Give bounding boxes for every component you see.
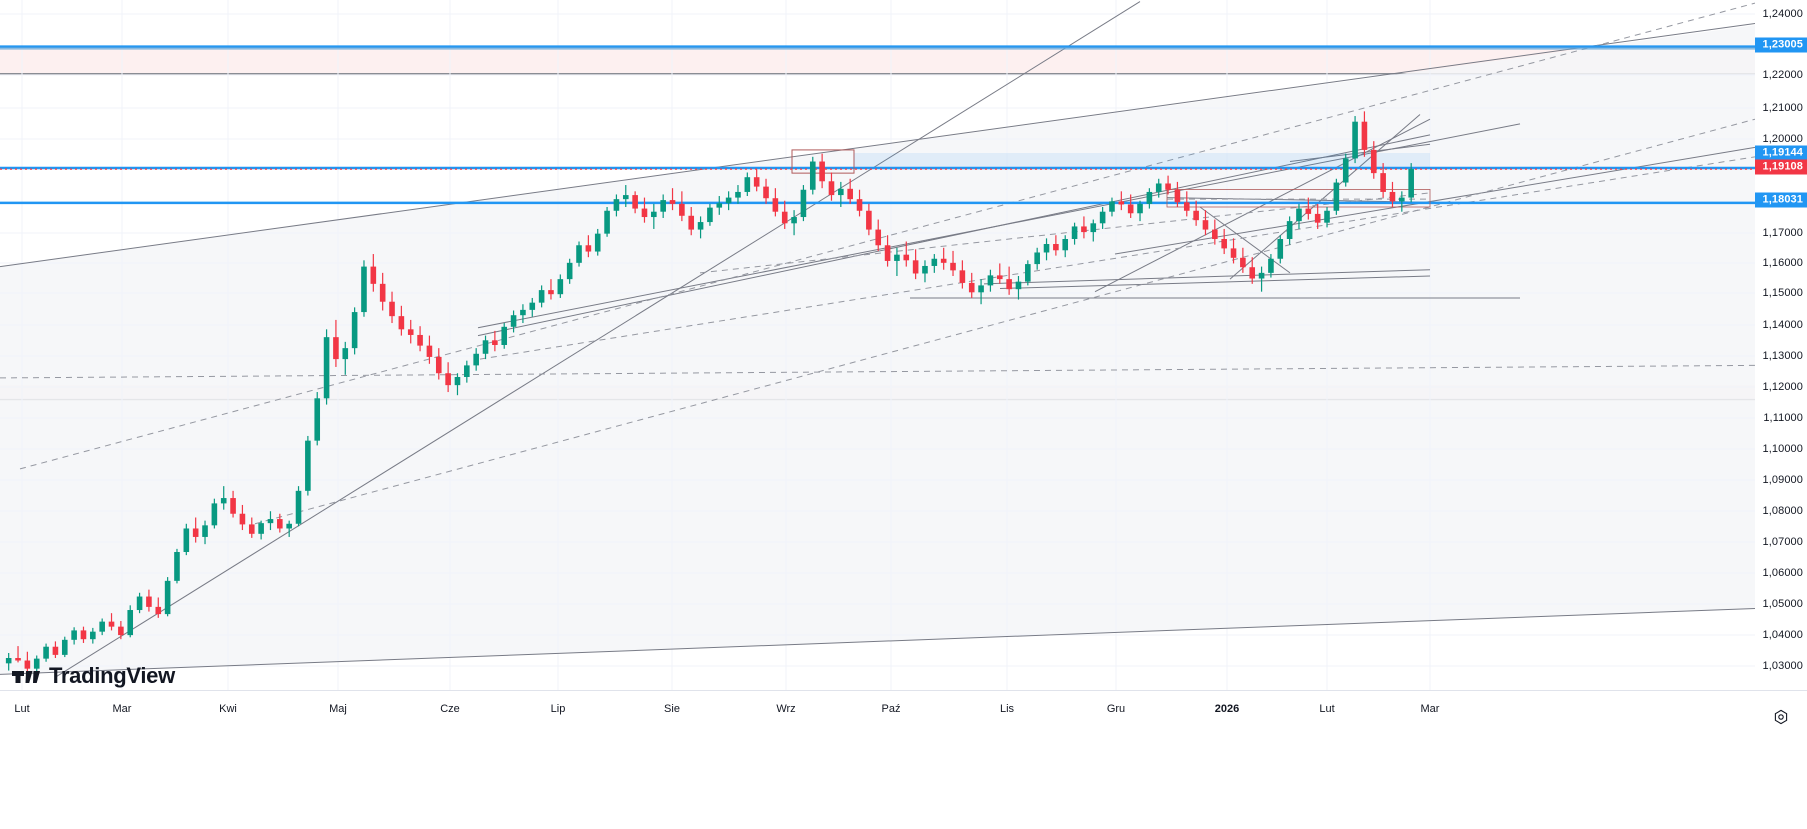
time-tick-label: Lut [14,703,30,715]
price-tick-label: 1,24000 [1762,8,1803,20]
price-tick-label: 1,06000 [1762,567,1803,579]
time-tick-label: 2026 [1214,703,1240,715]
time-tick-label: Cze [440,703,460,715]
price-tick-label: 1,05000 [1762,598,1803,610]
time-tick-label: Maj [329,703,347,715]
price-tick-label: 1,15000 [1762,287,1803,299]
price-tick-label: 1,04000 [1762,629,1803,641]
time-tick-label: Lis [999,703,1015,715]
price-badge-resistance[interactable]: 1,23005 [1755,37,1807,53]
time-tick-label: Wrz [776,703,796,715]
price-badge-last-price[interactable]: 1,19108 [1755,159,1807,175]
price-tick-label: 1,16000 [1762,257,1803,269]
candlestick-plot [0,0,1755,690]
price-badge-support[interactable]: 1,18031 [1755,192,1807,208]
price-tick-label: 1,07000 [1762,536,1803,548]
scale-corner-cell [1755,690,1807,829]
price-tick-label: 1,14000 [1762,319,1803,331]
chart-plot-area[interactable] [0,0,1755,690]
price-tick-label: 1,22000 [1762,69,1803,81]
price-tick-label: 1,08000 [1762,505,1803,517]
time-tick-label: Paź [881,703,901,715]
price-tick-label: 1,10000 [1762,443,1803,455]
price-tick-label: 1,12000 [1762,381,1803,393]
price-tick-label: 1,03000 [1762,660,1803,672]
time-tick-label: Lut [1319,703,1335,715]
price-tick-label: 1,13000 [1762,350,1803,362]
time-tick-label: Sie [664,703,680,715]
time-tick-label: Mar [112,703,132,715]
price-tick-label: 1,21000 [1762,102,1803,114]
scale-settings-gear-icon[interactable] [1772,709,1790,727]
time-tick-label: Lip [550,703,566,715]
time-scale-axis[interactable]: Lut Mar Kwi Maj Cze Lip Sie Wrz Paź Lis Gru 2026 Lut… [0,690,1755,829]
price-tick-label: 1,17000 [1762,227,1803,239]
price-badge-level[interactable]: 1,19144 [1755,145,1807,161]
price-tick-label: 1,11000 [1763,412,1803,424]
time-tick-label: Gru [1106,703,1126,715]
price-tick-label: 1,09000 [1762,474,1803,486]
price-scale-axis[interactable]: 1,24000 1,22000 1,21000 1,20000 1,17000 1,160… [1755,0,1807,690]
time-tick-label: Kwi [219,703,237,715]
time-tick-label: Mar [1420,703,1440,715]
price-tick-label: 1,20000 [1762,133,1803,145]
